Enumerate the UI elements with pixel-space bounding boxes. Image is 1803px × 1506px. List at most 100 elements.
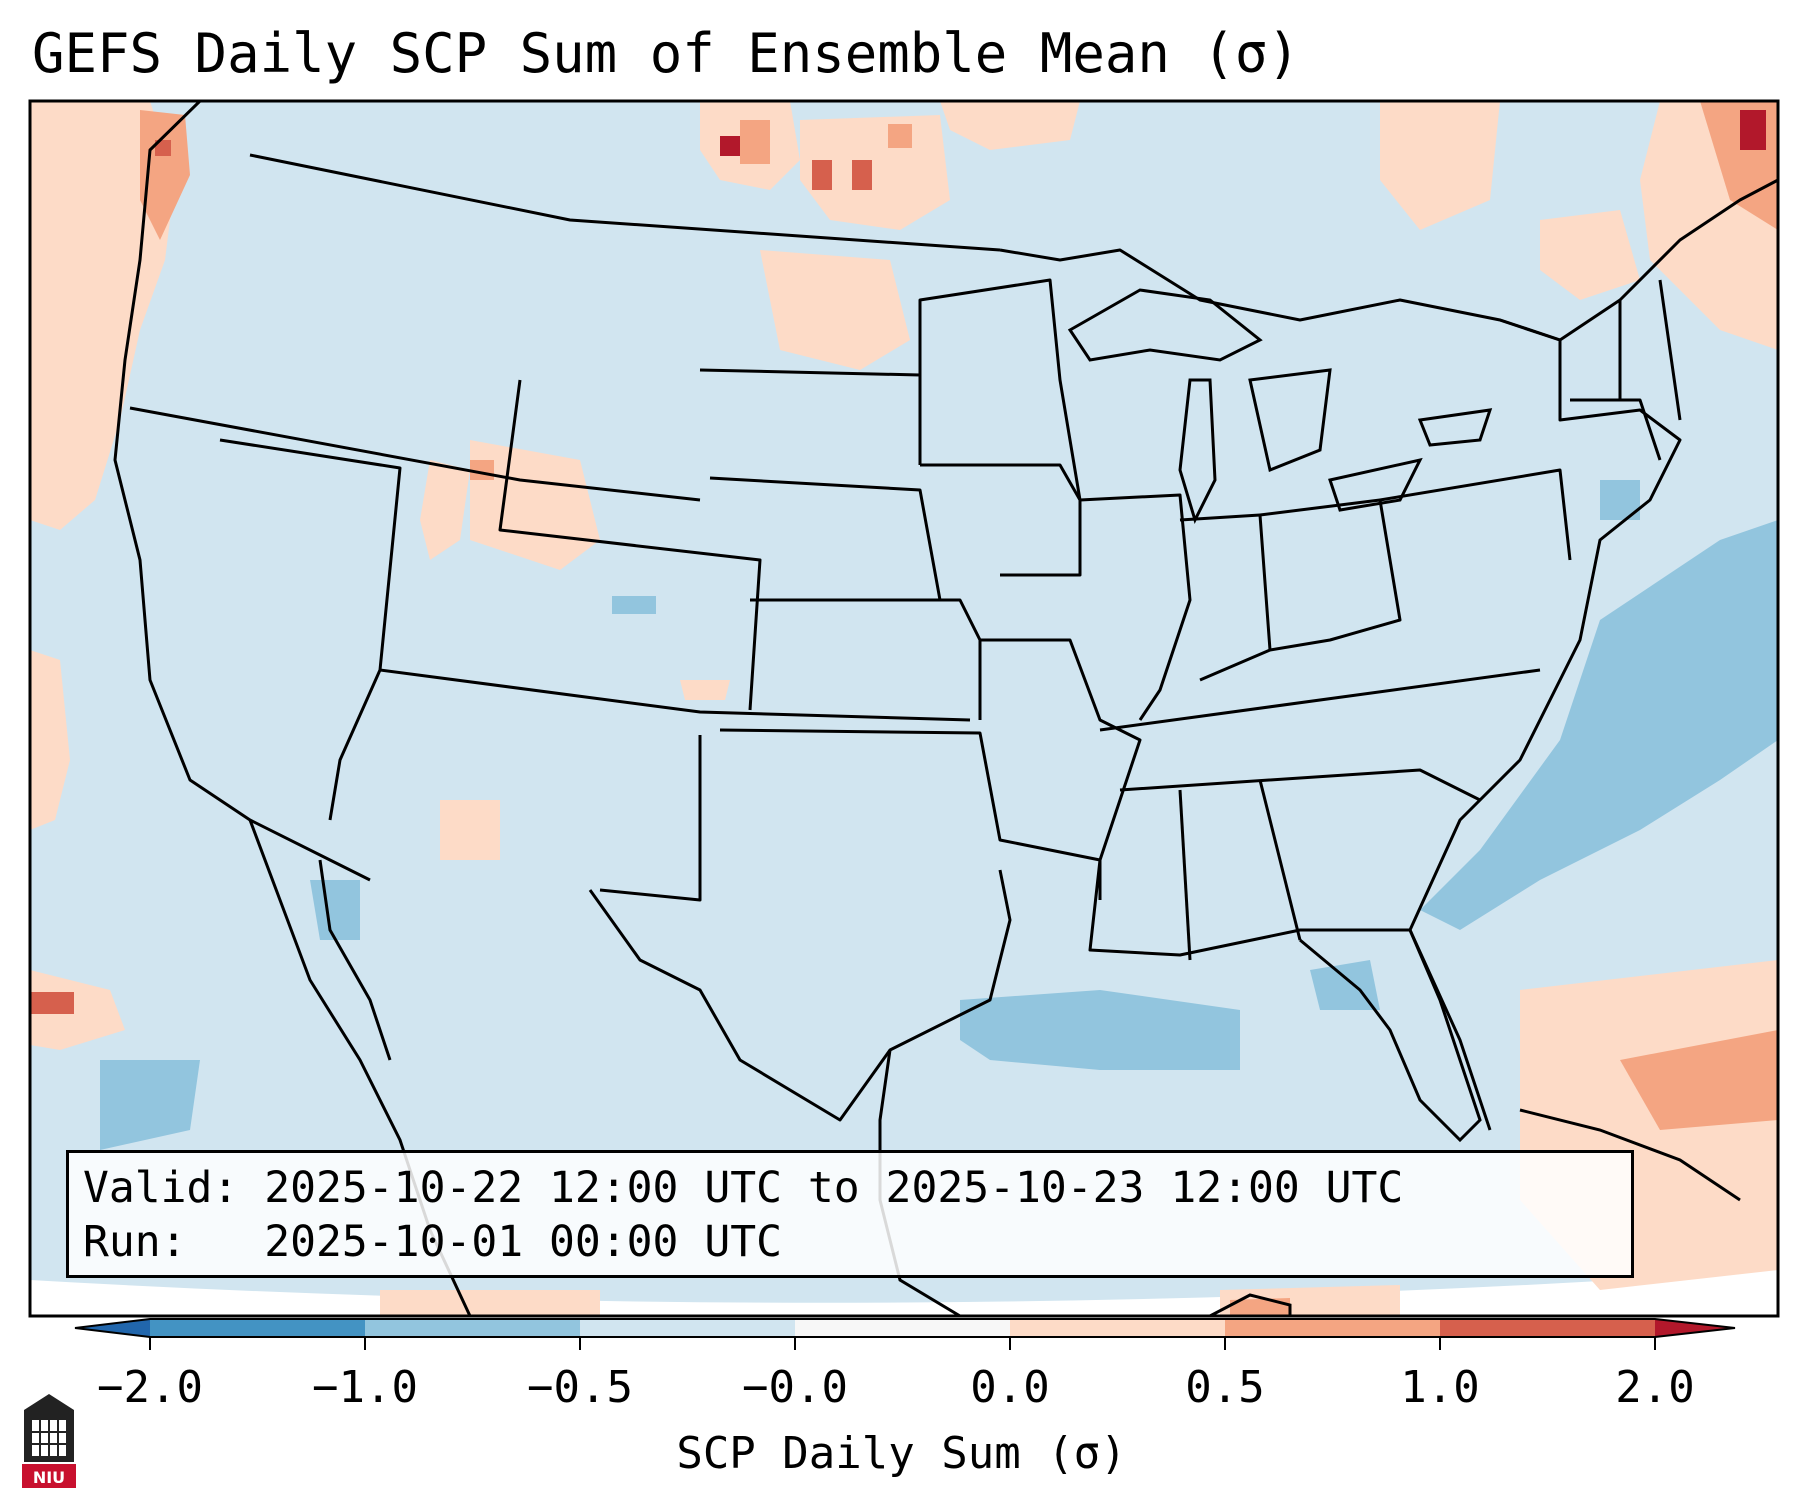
colorbar-tick-label: −0.5 (527, 1362, 633, 1413)
colorbar-tick-label: 0.0 (970, 1362, 1050, 1413)
indiana (1179, 513, 1272, 682)
pacific-sw2-positive (30, 970, 125, 1050)
colorbar-segment (1010, 1319, 1225, 1337)
sask-positive (800, 115, 950, 230)
atlantic-negative-2 (1600, 480, 1640, 520)
baja-negative (310, 880, 360, 940)
or-ca-line (129, 406, 701, 502)
lake-michigan (1178, 378, 1217, 525)
maine (1658, 279, 1682, 421)
minnesota (918, 278, 1082, 501)
valid-line: Valid: 2025-10-22 12:00 UTC to 2025-10-2… (83, 1161, 1617, 1215)
nm-tx (599, 735, 702, 902)
quebec-positive (1540, 210, 1640, 300)
colorbar-tick-label: −0.0 (742, 1362, 848, 1413)
colorbar-segment (1225, 1319, 1440, 1337)
lake-ontario (1417, 408, 1493, 447)
al-ga (1258, 779, 1302, 941)
run-value: 2025-10-01 00:00 UTC (264, 1217, 782, 1267)
great-lakes (1067, 288, 1493, 525)
gulf-states (1088, 859, 1410, 957)
colorbar-segment (1440, 1319, 1655, 1337)
pacific-sw2-strong (30, 992, 74, 1014)
lake-huron (1248, 368, 1332, 473)
mexico-south-positive (380, 1290, 600, 1316)
colorbar-tick-label: 1.0 (1400, 1362, 1480, 1413)
map-frame (28, 99, 1780, 1318)
map-panel (30, 101, 1778, 1316)
texas (588, 869, 1012, 1122)
pacific-nw-positive (30, 101, 175, 530)
colorbar-label: SCP Daily Sum (σ) (676, 1428, 1127, 1479)
colorbar-tick-label: 0.5 (1185, 1362, 1265, 1413)
canada-prairie-max (720, 136, 740, 156)
west-coast (113, 101, 371, 882)
sask-strong-1 (812, 160, 832, 190)
az-nm-positive (440, 800, 500, 860)
colorbar (74, 1318, 1736, 1350)
negative-anomaly-regions (100, 480, 1778, 1150)
ms-al (1178, 789, 1192, 961)
canada-prairie-mid (740, 120, 770, 164)
caribbean-mid (1620, 1030, 1778, 1130)
az-ut-line (379, 668, 971, 722)
wyoming (498, 379, 762, 711)
atlantic-negative (1420, 520, 1778, 930)
run-label: Run: (83, 1217, 187, 1267)
logo-text: NIU (33, 1468, 65, 1487)
east-coast (1408, 318, 1682, 1131)
co-ks-positive (680, 680, 730, 700)
ohio (1259, 498, 1402, 652)
pennsylvania (1379, 468, 1572, 561)
colorado-negative (612, 596, 656, 614)
positive-anomaly-regions (30, 101, 1778, 1316)
gulf-negative (960, 990, 1240, 1070)
cuba (1519, 1108, 1741, 1202)
tn-line (1099, 668, 1541, 732)
valid-label: Valid: (83, 1163, 239, 1213)
map-background (30, 101, 1778, 1316)
illinois (1079, 493, 1192, 721)
pacific-negative (100, 1060, 200, 1150)
sask-strong-2 (852, 160, 872, 190)
colorbar-segment (150, 1319, 365, 1337)
sask-mid (888, 124, 912, 148)
wa-coast-positive (140, 110, 190, 240)
state-borders (113, 101, 1778, 1131)
colorbar-tick-label: 2.0 (1615, 1362, 1695, 1413)
colorbar-tick-label: −2.0 (97, 1362, 203, 1413)
colorbar-segment (365, 1319, 580, 1337)
chart-title: GEFS Daily SCP Sum of Ensemble Mean (σ) (32, 22, 1300, 85)
canada-border (249, 153, 1001, 252)
utah-north-positive (420, 460, 470, 560)
run-line: Run: 2025-10-01 00:00 UTC (83, 1215, 1617, 1269)
colorbar-segment (580, 1319, 795, 1337)
baja (318, 859, 392, 1061)
colorbar-tick-label: −1.0 (312, 1362, 418, 1413)
oklahoma (719, 728, 1101, 862)
valid-value: 2025-10-22 12:00 UTC to 2025-10-23 12:00… (264, 1163, 1404, 1213)
ontario-positive (1380, 101, 1500, 230)
colorbar-extend-low (75, 1319, 150, 1337)
wa-coast-strong (155, 140, 171, 156)
lake-erie (1328, 457, 1423, 512)
valid-run-info-box: Valid: 2025-10-22 12:00 UTC to 2025-10-2… (66, 1150, 1634, 1278)
nebraska (709, 476, 942, 601)
colorbar-segment (795, 1319, 1010, 1337)
ny-ne (1570, 398, 1662, 461)
pacific-sw-positive (30, 650, 70, 830)
manitoba-positive (940, 101, 1080, 150)
florida (1299, 929, 1482, 1143)
south-line (1119, 768, 1481, 802)
canada-border-east (999, 178, 1778, 342)
lake-superior (1067, 288, 1263, 362)
colorbar-extend-high (1655, 1319, 1735, 1337)
north-dakota-positive (760, 250, 910, 370)
gulf-east-negative (1310, 960, 1380, 1010)
colorbar-ticks (149, 1337, 1656, 1350)
yucatan (1209, 1293, 1292, 1316)
niu-logo: NIU (22, 1394, 76, 1488)
maritimes-max (1740, 110, 1766, 150)
kansas (750, 598, 982, 720)
